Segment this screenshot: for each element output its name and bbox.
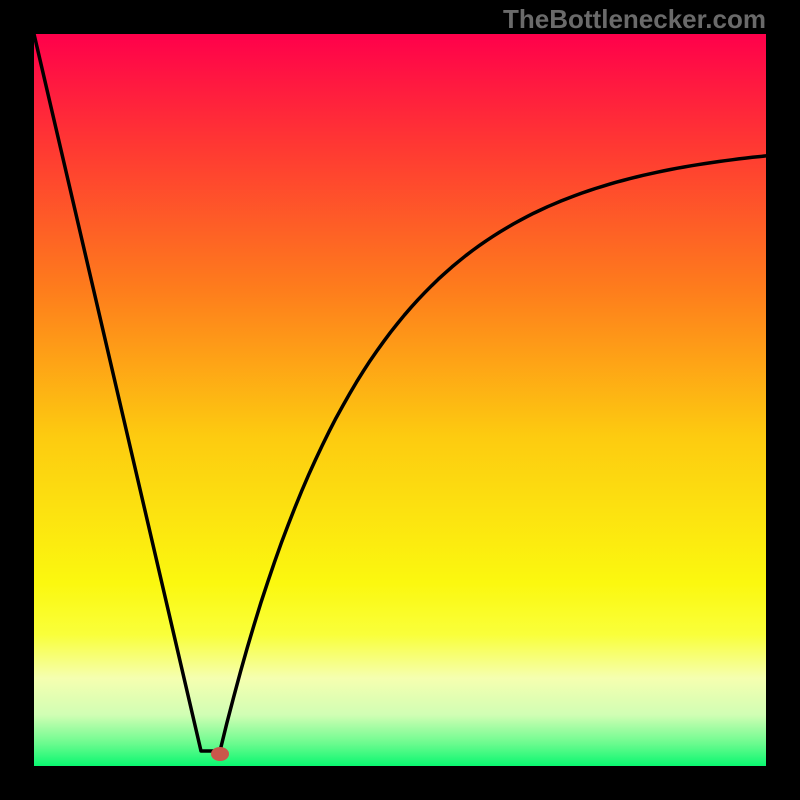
plot-area — [34, 34, 766, 766]
minimum-marker — [211, 747, 229, 761]
chart-svg — [34, 34, 766, 766]
chart-container: TheBottlenecker.com — [0, 0, 800, 800]
watermark-link[interactable]: TheBottlenecker.com — [503, 4, 766, 35]
gradient-background — [34, 34, 766, 766]
